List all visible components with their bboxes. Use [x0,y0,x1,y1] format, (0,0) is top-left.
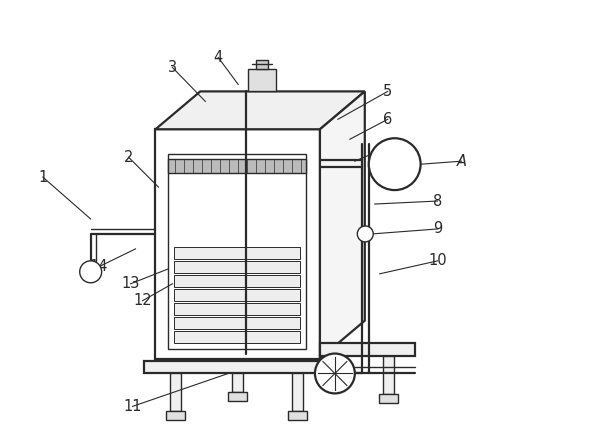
Text: 10: 10 [428,254,447,269]
Polygon shape [320,91,365,359]
Bar [175,289,300,301]
Circle shape [80,261,101,283]
Text: 14: 14 [89,259,108,274]
Bar [288,411,307,420]
Text: 7: 7 [383,140,392,155]
Bar [248,69,275,91]
Bar [170,374,181,411]
Circle shape [315,353,355,393]
Text: 5: 5 [383,84,392,99]
Text: 6: 6 [383,112,392,127]
Bar [166,411,185,420]
Bar [232,374,243,393]
Bar [320,344,415,356]
Bar [155,129,320,359]
Text: 12: 12 [133,293,152,308]
Bar [169,159,306,173]
Text: 13: 13 [121,276,140,291]
Text: 11: 11 [123,399,142,414]
Bar [143,360,332,374]
Text: 8: 8 [433,193,442,208]
Text: 2: 2 [124,150,133,165]
Circle shape [369,138,421,190]
Text: 9: 9 [433,221,442,236]
Bar [228,393,247,402]
Text: 3: 3 [168,60,177,75]
Circle shape [358,226,373,242]
Bar [256,60,268,69]
Bar [383,356,394,394]
Bar [175,247,300,259]
Text: 4: 4 [214,50,223,65]
Bar [175,275,300,287]
Bar [175,261,300,273]
Bar [175,317,300,329]
Bar [169,154,306,349]
Bar [175,303,300,315]
Bar [292,374,303,411]
Text: 1: 1 [38,169,47,184]
Bar [379,394,398,403]
Polygon shape [155,91,365,129]
Bar [175,331,300,343]
Text: A: A [457,154,466,169]
